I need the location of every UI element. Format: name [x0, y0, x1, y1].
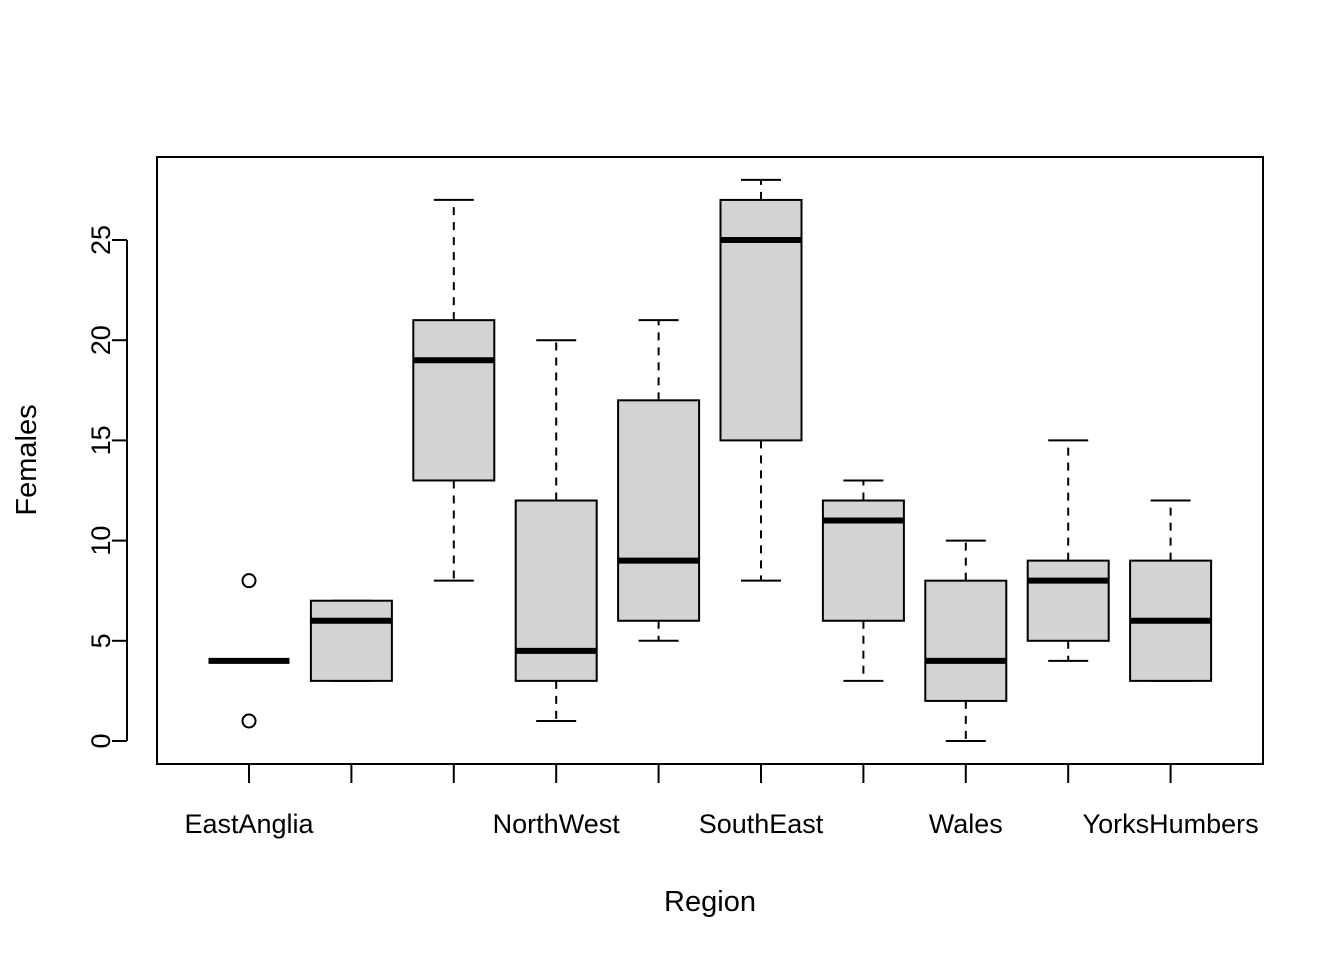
y-tick-label: 10 — [86, 526, 116, 556]
x-tick-label: YorksHumbers — [1083, 809, 1259, 839]
box-5 — [617, 319, 701, 642]
box-7 — [821, 479, 905, 682]
outlier-point — [241, 573, 257, 589]
box-rect — [514, 499, 598, 682]
box-9 — [1026, 439, 1110, 662]
x-tick-label: Wales — [929, 809, 1003, 839]
x-tick-label: EastAnglia — [184, 809, 314, 839]
x-axis-label: Region — [664, 886, 756, 918]
outlier-point — [241, 713, 257, 729]
y-tick-label: 20 — [86, 325, 116, 355]
y-axis-label: Females — [11, 404, 43, 515]
box-2 — [309, 599, 393, 682]
y-tick-label: 15 — [86, 425, 116, 455]
box-rect — [1026, 559, 1110, 642]
box-3 — [412, 198, 496, 582]
box-10 — [1129, 499, 1213, 682]
x-axis: EastAnglia NorthWest SouthEast Wales YorksHu… — [184, 763, 1259, 839]
box-8 — [924, 539, 1008, 742]
x-tick-label: NorthWest — [493, 809, 621, 839]
boxes-group — [208, 178, 1213, 742]
box-rect — [924, 579, 1008, 702]
y-tick-label: 25 — [86, 225, 116, 255]
box-4 — [514, 339, 598, 722]
box-6 — [719, 178, 803, 582]
box-rect — [617, 399, 701, 622]
y-tick-label: 5 — [86, 633, 116, 648]
y-axis: 0 5 10 15 20 25 — [86, 225, 128, 749]
box-1 — [208, 573, 290, 729]
x-tick-label: SouthEast — [699, 809, 824, 839]
y-tick-label: 0 — [86, 733, 116, 748]
box-rect — [309, 599, 393, 682]
box-rect — [719, 198, 803, 442]
box-rect — [412, 319, 496, 482]
